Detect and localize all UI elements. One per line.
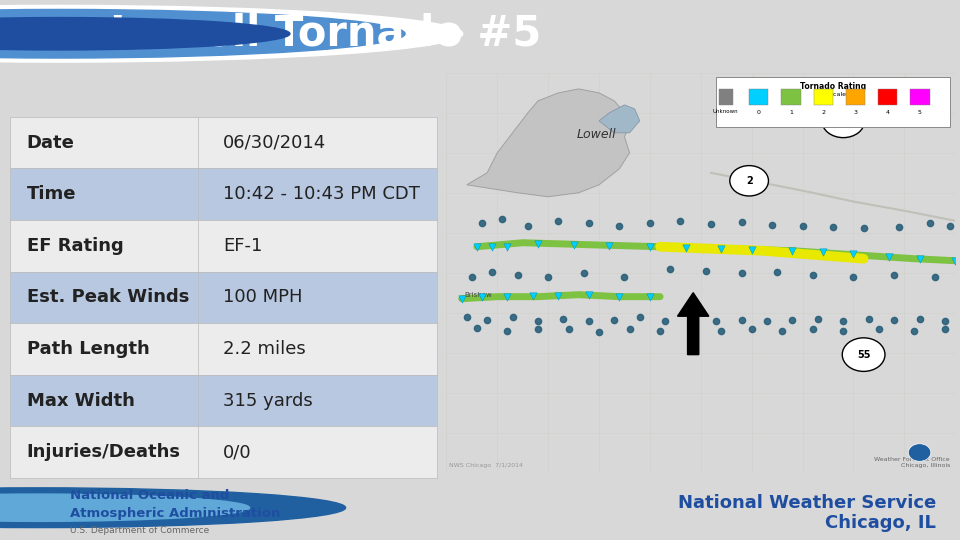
- Circle shape: [0, 17, 290, 50]
- Bar: [846, 89, 865, 105]
- Bar: [910, 89, 929, 105]
- Text: National Oceanic and: National Oceanic and: [70, 489, 229, 502]
- Text: Date: Date: [27, 133, 75, 152]
- Circle shape: [842, 338, 885, 372]
- Bar: [10, 220, 437, 272]
- Point: [474, 293, 490, 302]
- Text: NWS Chicago  7/1/2014: NWS Chicago 7/1/2014: [449, 463, 523, 468]
- Text: 55: 55: [857, 349, 871, 360]
- Point: [642, 292, 658, 301]
- Point: [525, 292, 540, 300]
- Text: 2: 2: [821, 110, 826, 115]
- Bar: [10, 323, 437, 375]
- Circle shape: [908, 444, 931, 461]
- Text: EF-1: EF-1: [223, 237, 263, 255]
- Text: EF-scale: EF-scale: [820, 92, 846, 97]
- Text: 0: 0: [756, 110, 760, 115]
- Text: 4: 4: [886, 110, 890, 115]
- Bar: [10, 375, 437, 426]
- Text: Tornado Rating: Tornado Rating: [800, 82, 866, 91]
- Text: 10:42 - 10:43 PM CDT: 10:42 - 10:43 PM CDT: [223, 185, 420, 203]
- Point: [815, 248, 830, 256]
- Text: 55: 55: [836, 116, 850, 126]
- Circle shape: [0, 10, 405, 58]
- Text: National Weather Service: National Weather Service: [678, 494, 936, 512]
- Point: [500, 242, 516, 251]
- Text: 100 MPH: 100 MPH: [223, 288, 302, 306]
- Circle shape: [0, 5, 463, 62]
- Text: U.S. Department of Commerce: U.S. Department of Commerce: [70, 525, 209, 535]
- Text: Unknown: Unknown: [712, 109, 738, 114]
- Point: [713, 245, 729, 253]
- Circle shape: [0, 494, 250, 522]
- Text: 3: 3: [853, 110, 857, 115]
- Text: Time: Time: [27, 185, 76, 203]
- Text: Max Width: Max Width: [27, 392, 134, 409]
- Text: Path Length: Path Length: [27, 340, 150, 358]
- Bar: [10, 272, 437, 323]
- Text: Est. Peak Winds: Est. Peak Winds: [27, 288, 189, 306]
- Text: Brishaw: Brishaw: [465, 292, 492, 298]
- Text: 5: 5: [918, 110, 922, 115]
- Point: [678, 244, 693, 252]
- Bar: [878, 89, 898, 105]
- Point: [602, 241, 617, 250]
- Text: 2.2 miles: 2.2 miles: [223, 340, 306, 358]
- Text: Atmospheric Administration: Atmospheric Administration: [70, 508, 280, 521]
- Point: [881, 252, 897, 261]
- Point: [846, 249, 861, 258]
- Text: Weather Forecast Office
Chicago, Illinois: Weather Forecast Office Chicago, Illinoi…: [875, 457, 950, 468]
- Text: 315 yards: 315 yards: [223, 392, 313, 409]
- FancyArrow shape: [678, 293, 708, 355]
- Point: [642, 242, 658, 251]
- Point: [454, 294, 469, 303]
- Bar: [749, 89, 768, 105]
- Text: 2: 2: [746, 176, 753, 186]
- Text: Lowell Tornado #5: Lowell Tornado #5: [110, 13, 541, 55]
- Text: 0/0: 0/0: [223, 443, 252, 461]
- Text: EF Rating: EF Rating: [27, 237, 124, 255]
- Circle shape: [0, 488, 346, 528]
- Text: 1: 1: [789, 110, 793, 115]
- Point: [566, 240, 582, 249]
- Bar: [10, 117, 437, 168]
- Point: [744, 245, 759, 254]
- Bar: [719, 89, 732, 105]
- Bar: [10, 168, 437, 220]
- Point: [912, 254, 927, 263]
- Text: Injuries/Deaths: Injuries/Deaths: [27, 443, 180, 461]
- Point: [469, 242, 485, 251]
- Circle shape: [822, 104, 865, 138]
- Circle shape: [730, 166, 768, 196]
- Polygon shape: [467, 89, 630, 197]
- Polygon shape: [599, 105, 639, 133]
- Point: [784, 246, 800, 255]
- Point: [612, 292, 627, 301]
- Text: 06/30/2014: 06/30/2014: [223, 133, 326, 152]
- Bar: [813, 89, 833, 105]
- Bar: [10, 426, 437, 478]
- Point: [500, 292, 516, 301]
- Point: [948, 256, 960, 265]
- Point: [530, 240, 545, 248]
- Bar: [781, 89, 801, 105]
- Point: [551, 292, 566, 300]
- Text: Lowell: Lowell: [577, 129, 616, 141]
- Bar: [716, 77, 950, 127]
- Point: [485, 242, 500, 251]
- Text: Chicago, IL: Chicago, IL: [826, 514, 936, 531]
- Point: [581, 291, 596, 300]
